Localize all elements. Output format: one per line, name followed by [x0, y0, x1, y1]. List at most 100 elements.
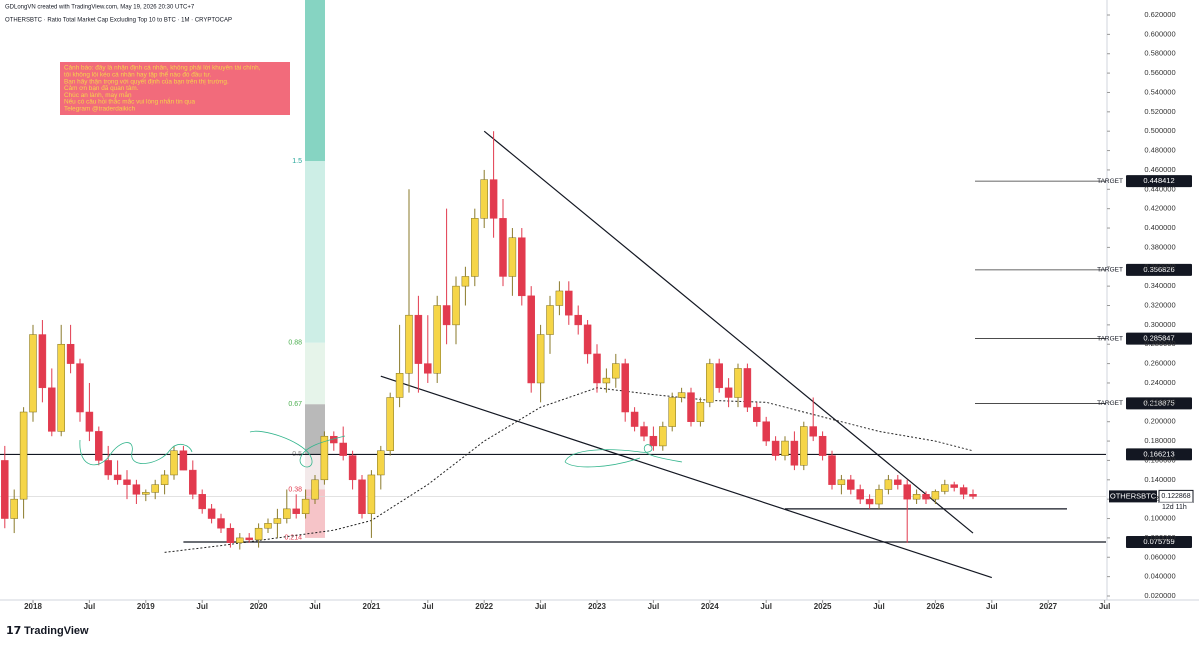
x-tick-label: Jul: [648, 602, 660, 611]
x-tick-label: 2023: [588, 602, 606, 611]
candle-body: [931, 491, 940, 500]
candle-body: [301, 498, 310, 514]
fib-zone: [305, 342, 325, 405]
candle-body: [283, 508, 291, 519]
candle-body: [649, 435, 658, 447]
fib-zone: [305, 404, 325, 455]
candle-body: [903, 484, 911, 500]
candle-body: [762, 421, 770, 442]
y-tick-label: 0.560000: [1144, 68, 1175, 77]
y-tick-label: 0.460000: [1144, 165, 1175, 174]
y-tick-label: 0.500000: [1144, 126, 1175, 135]
candle-body: [518, 237, 526, 297]
candle-body: [555, 290, 564, 306]
candle-body: [536, 334, 545, 384]
note-line: tôi không lôi kéo cá nhân hay tập thể nà…: [64, 69, 212, 78]
candle-body: [508, 237, 517, 277]
candle-body: [593, 353, 601, 384]
y-tick-label: 0.140000: [1144, 475, 1175, 484]
fib-zones: 1.50.880.670.50.380.214: [284, 0, 325, 542]
candle-body: [339, 442, 347, 456]
price-box-label: 0.356826: [1143, 265, 1174, 274]
candle-body: [630, 411, 639, 427]
x-tick-label: Jul: [760, 602, 772, 611]
candle-body: [433, 305, 441, 374]
y-tick-label: 0.100000: [1144, 514, 1175, 523]
x-tick-label: 2022: [475, 602, 493, 611]
candle-body: [320, 435, 329, 481]
candle-body: [358, 479, 366, 514]
candle-body: [837, 479, 846, 485]
candle-body: [386, 397, 394, 452]
candle-body: [583, 324, 592, 355]
candle-body: [715, 363, 723, 389]
logo: 𝟭𝟳 TradingView: [6, 625, 89, 637]
x-tick-label: Jul: [196, 602, 208, 611]
price-box-label: 0.166213: [1143, 449, 1174, 458]
fib-label: 0.38: [288, 486, 302, 493]
y-tick-label: 0.400000: [1144, 223, 1175, 232]
candle-body: [151, 484, 159, 493]
candle-body: [574, 314, 582, 326]
x-tick-label: 2019: [137, 602, 155, 611]
candle-body: [865, 498, 874, 505]
candle-body: [123, 479, 131, 485]
candle-body: [66, 343, 75, 364]
fib-label: 0.67: [288, 401, 302, 408]
candle-body: [198, 494, 206, 510]
price-box-label: 0.285847: [1143, 334, 1174, 343]
y-tick-label: 0.580000: [1144, 49, 1175, 58]
x-tick-label: Jul: [986, 602, 998, 611]
candle-body: [818, 435, 827, 456]
y-tick-label: 0.540000: [1144, 87, 1175, 96]
price-box: [1126, 263, 1192, 276]
symbol-box: [1109, 490, 1157, 503]
x-tick-label: 2021: [363, 602, 381, 611]
y-tick-label: 0.060000: [1144, 552, 1175, 561]
price-box-label: 0.075759: [1143, 537, 1174, 546]
x-tick-label: Jul: [1099, 602, 1111, 611]
target-label: TARGET: [1097, 178, 1123, 185]
candle-body: [461, 276, 470, 287]
candle-body: [57, 343, 65, 432]
candle-body: [734, 368, 742, 398]
candle-body: [612, 363, 620, 379]
target-label: TARGET: [1097, 267, 1123, 274]
candle-body: [800, 426, 808, 466]
x-tick-label: Jul: [84, 602, 96, 611]
price-box: [1126, 448, 1192, 461]
symbol-title: OTHERSBTC · Ratio Total Market Cap Exclu…: [5, 18, 232, 24]
y-tick-label: 0.240000: [1144, 378, 1175, 387]
y-tick-label: 0.040000: [1144, 572, 1175, 581]
candle-body: [743, 368, 752, 408]
y-tick-label: 0.260000: [1144, 359, 1175, 368]
countdown-label: 12d 11h: [1162, 504, 1187, 511]
price-box: [1126, 175, 1192, 188]
candle-body: [442, 305, 451, 326]
candle-body: [950, 484, 958, 488]
target-label: TARGET: [1097, 400, 1123, 407]
candle-body: [847, 479, 855, 490]
price-box: [1126, 332, 1192, 345]
candle-body: [170, 450, 178, 476]
candle-body: [29, 334, 37, 413]
candle-body: [132, 484, 141, 495]
candle-body: [292, 508, 300, 514]
x-tick-label: 2024: [701, 602, 719, 611]
y-tick-label: 0.340000: [1144, 281, 1175, 290]
candle-body: [19, 411, 28, 500]
candle-body: [527, 295, 535, 384]
candle-body: [113, 474, 122, 481]
fib-label: 0.88: [288, 340, 302, 347]
fib-label: 1.5: [292, 158, 302, 165]
y-tick-label: 0.620000: [1144, 10, 1175, 19]
candle-body: [771, 440, 780, 456]
candle-body: [245, 537, 253, 541]
candle-body: [894, 479, 902, 485]
candle-body: [311, 479, 319, 500]
candle-body: [254, 527, 263, 541]
candle-body: [85, 411, 94, 432]
countdown-box: [1159, 502, 1193, 513]
